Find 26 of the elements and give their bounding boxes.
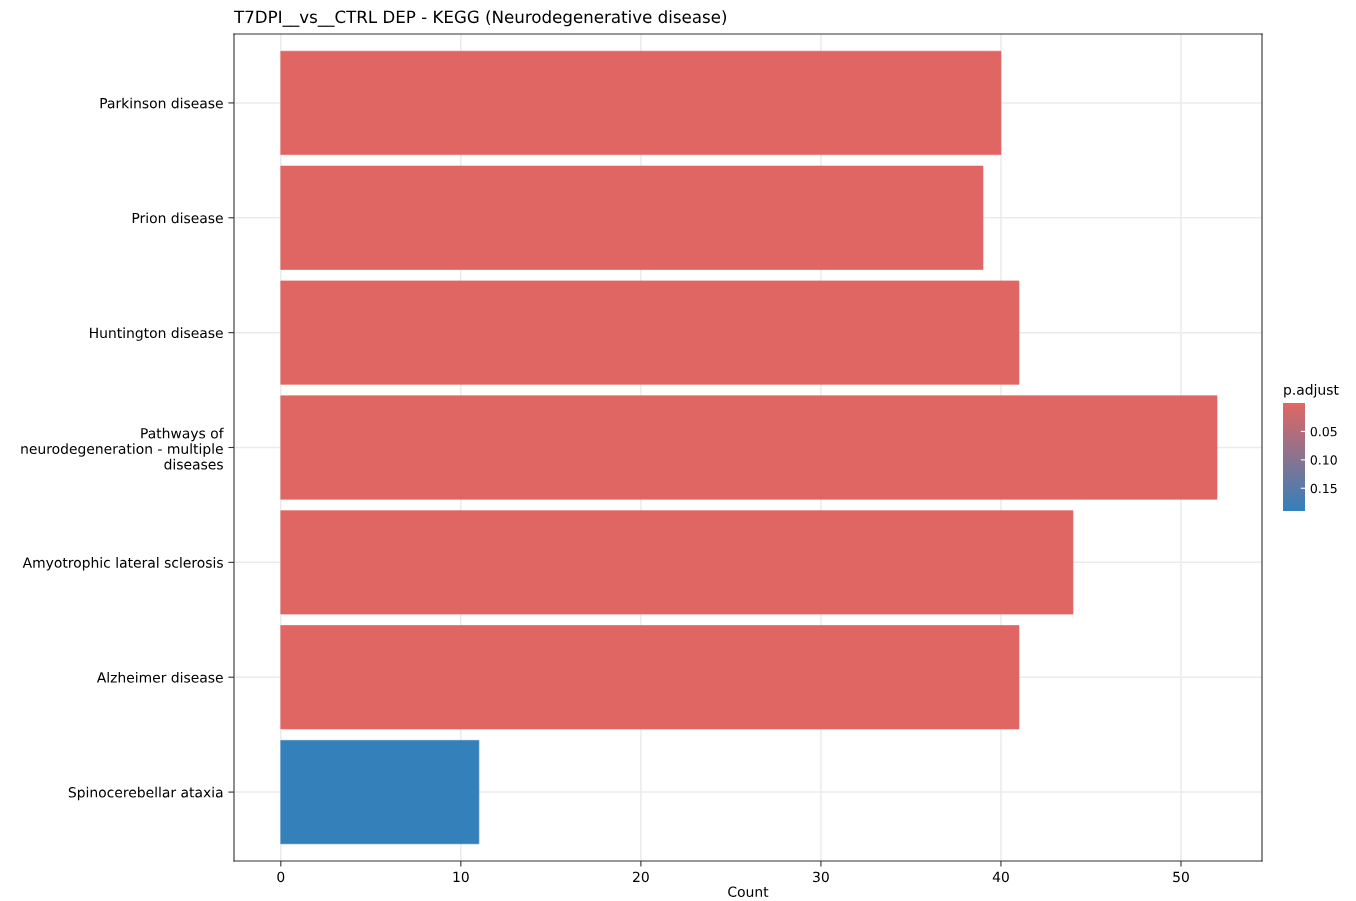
- x-tick-label: 30: [813, 871, 829, 883]
- bar: [280, 510, 1074, 615]
- x-tick-label: 20: [633, 871, 649, 883]
- x-tick-label: 10: [453, 871, 469, 883]
- chart-title: T7DPI__vs__CTRL DEP - KEGG (Neurodegenerative disease): [233, 10, 727, 27]
- x-tick-label: 50: [1173, 871, 1189, 883]
- y-tick-label: Parkinson disease: [100, 97, 223, 109]
- x-tick-label: 40: [992, 871, 1009, 883]
- color-bar-label: 0.15: [1310, 483, 1337, 494]
- bar: [280, 395, 1218, 500]
- y-tick-label: Pathways of neurodegeneration - multiple diseases: [21, 427, 224, 470]
- bar: [280, 625, 1020, 730]
- bar: [280, 165, 984, 270]
- y-tick-label: Alzheimer disease: [96, 671, 223, 683]
- bar: [280, 280, 1020, 385]
- x-axis-title: Count: [728, 886, 769, 897]
- bar: [280, 740, 480, 845]
- y-tick-label: Huntington disease: [90, 327, 223, 341]
- color-bar-label: 0.10: [1310, 455, 1337, 465]
- y-tick-label: Spinocerebellar ataxia: [68, 786, 223, 801]
- bar: [280, 50, 1002, 155]
- y-tick-label: Prion disease: [132, 212, 223, 224]
- color-bar-label: 0.05: [1310, 426, 1337, 437]
- x-tick-label: 0: [277, 871, 285, 883]
- y-tick-label: Amyotrophic lateral sclerosis: [22, 557, 223, 571]
- color-bar-title: p.adjust: [1284, 384, 1339, 398]
